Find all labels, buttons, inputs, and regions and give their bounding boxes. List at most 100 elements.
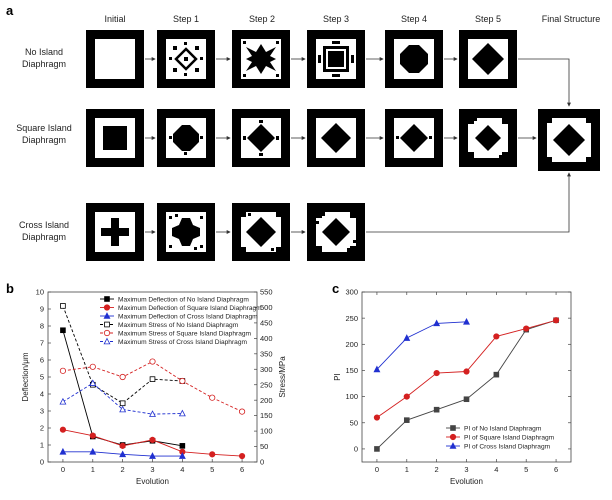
data-point [493,371,500,378]
legend-marker [450,425,456,431]
data-point [119,405,127,413]
data-point [463,368,470,375]
y-tick-label: 10 [36,288,44,297]
y-tick-label: 300 [345,288,358,297]
panel-letter-b: b [6,281,14,296]
column-header-initial: Initial [104,14,125,24]
data-point [119,450,127,458]
y-tick-label: 9 [40,305,44,314]
panel-letter-c: c [332,281,339,296]
structure-square-island-step-1 [157,109,215,167]
y2-tick-label: 350 [260,349,273,358]
column-header-step-3: Step 3 [323,14,349,24]
data-point [59,367,67,374]
structure-cross-island-step-3 [307,203,365,261]
column-header-step-1: Step 1 [173,14,199,24]
data-point [373,414,381,421]
legend-marker [449,433,457,441]
structure-no-island-step-1 [157,30,215,88]
legend-entry: Maximum Deflection of No Island Diaphrag… [118,296,249,303]
x-tick-label: 4 [180,465,184,474]
row-label-cross-island-1: Cross Island [19,220,69,230]
y-tick-label: 150 [345,366,358,375]
panel-letter-a: a [6,3,14,18]
data-point [238,408,246,415]
data-point [523,325,530,332]
structure-cross-island-step-1 [157,203,215,261]
data-point [149,452,156,459]
data-point [179,377,186,385]
data-point [403,417,410,423]
data-point [209,451,216,458]
row-label-no-island-2: Diaphragm [22,59,66,69]
legend-entry: PI of No Island Diaphragm [464,425,542,432]
x-tick-label: 5 [524,465,528,474]
y-tick-label: 0 [354,445,358,454]
data-point [149,376,156,382]
x-tick-label: 2 [435,465,439,474]
y-tick-label: 200 [345,340,358,349]
y2-tick-label: 150 [260,411,273,420]
data-point [433,319,441,327]
legend-entry: PI of Square Island Diaphragm [464,434,555,441]
legend-marker [103,304,111,311]
series-maximum-deflection-of-square-island-diaphragm [59,426,246,460]
chart-pi: 0 1 2 3 4 5 6 0 50 100 150 200 250 300 Evolution PI PI o… [333,288,572,486]
y2-axis-label: Stress/MPa [278,356,287,398]
column-header-step-4: Step 4 [401,14,427,24]
y-tick-label: 6 [40,356,44,365]
panel-c: c 0 1 2 3 4 5 6 0 50 100 150 200 250 300 Evolution PI PI… [332,281,572,486]
y-tick-label: 0 [40,458,44,467]
chart-deflection-stress: 0 1 2 3 4 5 6012345678910050100150200250300350… [21,288,287,486]
legend-entry: PI of Cross Island Diaphragm [464,443,551,450]
legend-marker [103,329,111,337]
legend: Maximum Deflection of No Island Diaphrag… [100,296,262,346]
data-point [149,410,156,417]
column-header-step-2: Step 2 [249,14,275,24]
legend-entry: Maximum Deflection of Square Island Diap… [118,305,262,312]
panel-b: b 0 1 2 3 4 5 60123456789100501001502002503003… [6,281,287,486]
data-point [59,447,67,455]
legend: PI of No Island Diaphragm PI of Square Is… [446,425,555,450]
legend-entry: Maximum Deflection of Cross Island Diaph… [118,313,258,320]
structure-grid [86,30,600,261]
data-point [60,303,66,309]
x-tick-label: 6 [240,465,244,474]
data-point [119,442,126,449]
series-line [62,382,183,415]
structure-square-island-step-2 [232,109,290,167]
row-label-no-island-1: No Island [25,47,63,57]
data-point [89,379,97,386]
data-point [149,436,156,443]
y2-tick-label: 100 [260,427,273,436]
y-tick-label: 8 [40,322,44,331]
series-line [62,305,183,404]
data-point [238,452,246,460]
data-point [463,317,470,325]
y-tick-label: 50 [350,418,358,427]
column-headers: Initial Step 1 Step 2 Step 3 Step 4 Step… [104,14,600,24]
x-tick-label: 6 [554,465,558,474]
data-point [59,426,67,433]
x-tick-label: 1 [405,465,409,474]
y2-tick-label: 250 [260,380,273,389]
x-axis-label: Evolution [136,477,169,486]
data-point [89,363,96,370]
data-point [59,397,67,405]
y-tick-label: 100 [345,392,358,401]
series-maximum-deflection-of-cross-island-diaphragm [59,447,186,459]
series-pi-of-square-island-diaphragm [373,317,560,421]
legend-marker [104,321,110,328]
x-tick-label: 0 [375,465,379,474]
x-tick-label: 5 [210,465,214,474]
y-tick-label: 250 [345,314,358,323]
data-point [119,373,126,381]
y-tick-label: 7 [40,339,44,348]
structure-cross-island-step-2 [232,203,290,261]
data-point [552,317,560,324]
y-tick-label: 1 [40,441,44,450]
legend-marker [103,337,111,345]
data-point [149,358,156,365]
legend-entry: Maximum Stress of Square Island Diaphrag… [118,330,252,337]
data-point [433,369,440,377]
